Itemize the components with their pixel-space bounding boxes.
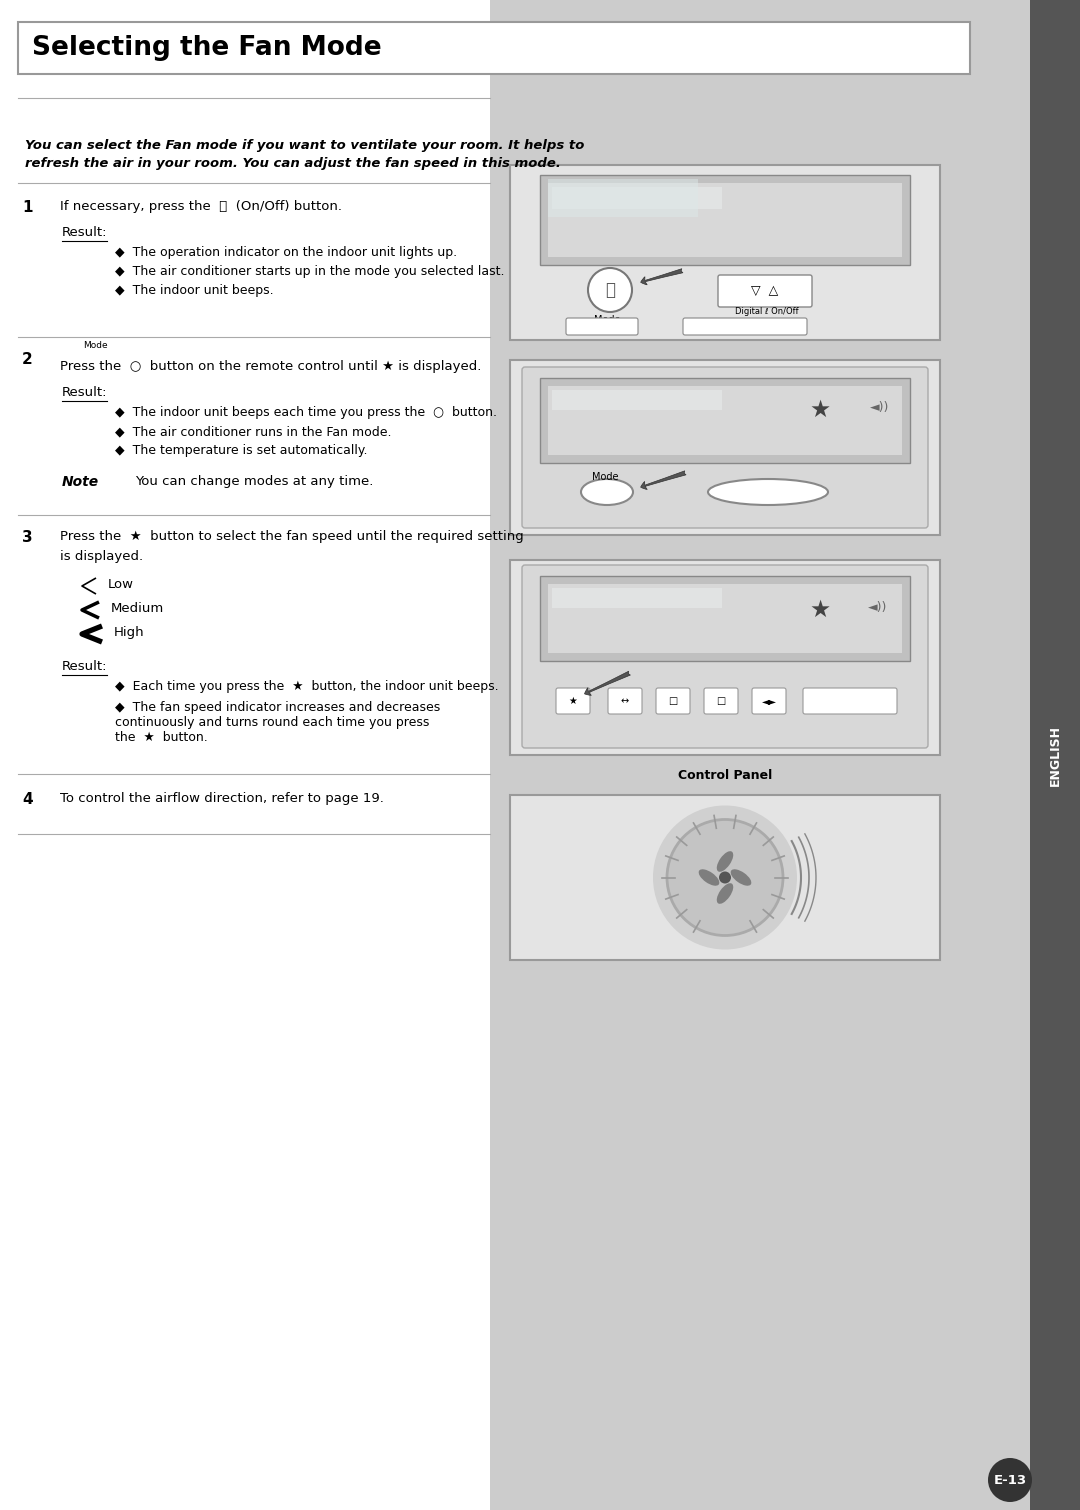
Text: ▽  △: ▽ △ (752, 284, 779, 297)
Text: ★: ★ (809, 598, 831, 622)
Bar (510, 165, 940, 340)
Text: ★: ★ (569, 696, 578, 707)
Bar (548, 183, 902, 257)
Text: ◄)): ◄)) (870, 402, 890, 415)
Bar (490, 0, 1030, 1510)
Text: Press the  ○  button on the remote control until ★ is displayed.: Press the ○ button on the remote control… (60, 359, 482, 373)
Bar (510, 560, 940, 755)
Text: □: □ (716, 696, 726, 707)
Text: ◄)): ◄)) (868, 601, 888, 615)
FancyBboxPatch shape (566, 319, 638, 335)
FancyBboxPatch shape (608, 689, 642, 714)
Text: Result:: Result: (62, 660, 108, 673)
Bar (18, 23, 970, 74)
Text: 2: 2 (22, 352, 32, 367)
Text: Selecting the Fan Mode: Selecting the Fan Mode (32, 35, 381, 60)
Ellipse shape (708, 479, 828, 504)
Ellipse shape (581, 479, 633, 504)
Bar (510, 794, 940, 960)
Text: □: □ (669, 696, 677, 707)
Text: ◆  The fan speed indicator increases and decreases
continuously and turns round : ◆ The fan speed indicator increases and … (114, 701, 441, 744)
Text: Result:: Result: (62, 387, 108, 399)
Text: 4: 4 (22, 793, 32, 806)
Bar (548, 387, 902, 455)
Text: If necessary, press the  Ⓧ  (On/Off) button.: If necessary, press the Ⓧ (On/Off) butto… (60, 199, 342, 213)
Text: Mode: Mode (83, 341, 107, 350)
FancyBboxPatch shape (683, 319, 807, 335)
Bar (552, 187, 723, 208)
FancyBboxPatch shape (656, 689, 690, 714)
Bar (540, 175, 910, 264)
FancyBboxPatch shape (804, 689, 897, 714)
Bar (1030, 0, 1080, 1510)
Text: You can change modes at any time.: You can change modes at any time. (135, 476, 374, 488)
Circle shape (719, 871, 731, 883)
Text: refresh the air in your room. You can adjust the fan speed in this mode.: refresh the air in your room. You can ad… (25, 157, 561, 169)
Text: ◆  The operation indicator on the indoor unit lights up.: ◆ The operation indicator on the indoor … (114, 246, 457, 260)
Text: Mode: Mode (592, 473, 618, 482)
Text: Low: Low (108, 578, 134, 590)
Text: ◆  The temperature is set automatically.: ◆ The temperature is set automatically. (114, 444, 367, 458)
FancyBboxPatch shape (522, 367, 928, 528)
Text: 3: 3 (22, 530, 32, 545)
Text: Control Panel: Control Panel (678, 769, 772, 782)
Circle shape (588, 267, 632, 313)
FancyBboxPatch shape (752, 689, 786, 714)
Text: ENGLISH: ENGLISH (1049, 725, 1062, 785)
Circle shape (988, 1459, 1032, 1502)
Ellipse shape (699, 870, 719, 886)
Circle shape (667, 820, 783, 936)
Text: High: High (114, 627, 145, 639)
Text: 1: 1 (22, 199, 32, 214)
Bar (548, 584, 902, 652)
Text: Mode: Mode (594, 316, 620, 325)
Bar (552, 587, 723, 609)
Bar (552, 390, 723, 411)
Text: E-13: E-13 (994, 1474, 1027, 1486)
Bar (540, 575, 910, 661)
Text: ◆  The indoor unit beeps.: ◆ The indoor unit beeps. (114, 284, 273, 297)
Text: To control the airflow direction, refer to page 19.: To control the airflow direction, refer … (60, 793, 383, 805)
Circle shape (653, 805, 797, 950)
Text: ◆  The air conditioner starts up in the mode you selected last.: ◆ The air conditioner starts up in the m… (114, 264, 504, 278)
Text: You can select the Fan mode if you want to ventilate your room. It helps to: You can select the Fan mode if you want … (25, 139, 584, 151)
Text: ◆  The indoor unit beeps each time you press the  ○  button.: ◆ The indoor unit beeps each time you pr… (114, 406, 497, 418)
Text: Result:: Result: (62, 226, 108, 239)
Bar (548, 180, 698, 217)
Text: ◆  Each time you press the  ★  button, the indoor unit beeps.: ◆ Each time you press the ★ button, the … (114, 680, 499, 693)
Text: Press the  ★  button to select the fan speed until the required setting: Press the ★ button to select the fan spe… (60, 530, 524, 544)
FancyBboxPatch shape (704, 689, 738, 714)
FancyBboxPatch shape (718, 275, 812, 307)
Text: Digital ℓ On/Off: Digital ℓ On/Off (735, 307, 799, 316)
FancyBboxPatch shape (556, 689, 590, 714)
Text: Note: Note (62, 476, 99, 489)
Text: ◆  The air conditioner runs in the Fan mode.: ◆ The air conditioner runs in the Fan mo… (114, 424, 391, 438)
Ellipse shape (717, 852, 733, 871)
Bar (540, 378, 910, 464)
Text: Medium: Medium (111, 602, 164, 615)
Text: is displayed.: is displayed. (60, 550, 144, 563)
FancyBboxPatch shape (522, 565, 928, 747)
Ellipse shape (731, 870, 752, 886)
Text: ↔: ↔ (621, 696, 629, 707)
Text: ★: ★ (809, 399, 831, 421)
Bar (510, 359, 940, 535)
Text: ◄►: ◄► (761, 696, 777, 707)
Text: ⏻: ⏻ (605, 281, 615, 299)
Ellipse shape (717, 883, 733, 904)
